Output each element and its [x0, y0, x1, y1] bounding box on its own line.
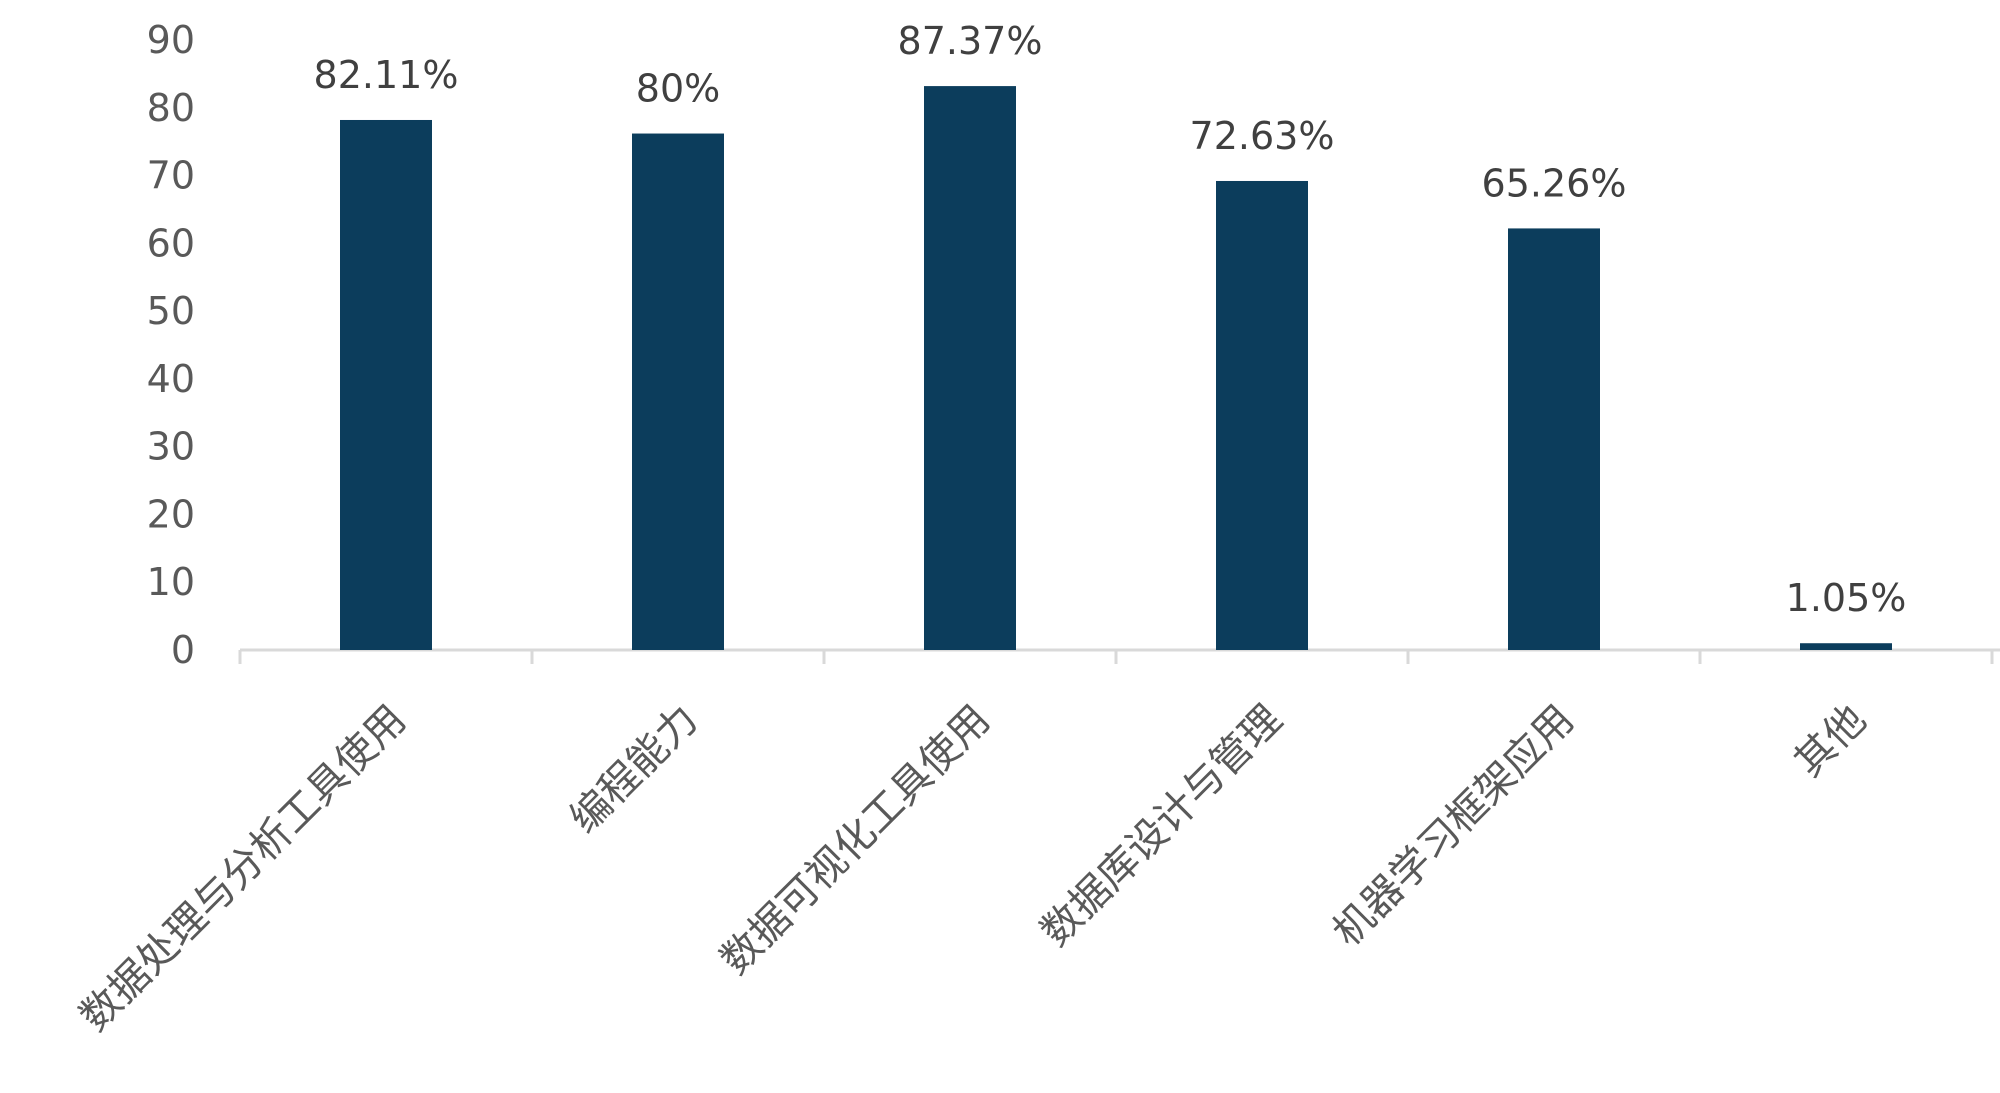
y-tick-label: 10 — [147, 560, 195, 604]
y-tick-label: 0 — [171, 628, 195, 672]
category-label: 数据库设计与管理 — [1032, 697, 1291, 956]
bar[interactable] — [1800, 643, 1892, 650]
y-tick-label: 20 — [147, 492, 195, 536]
bar[interactable] — [1216, 180, 1308, 650]
bar[interactable] — [924, 86, 1016, 651]
data-label: 80% — [636, 67, 720, 111]
data-label: 72.63% — [1190, 114, 1335, 158]
y-tick-label: 60 — [147, 221, 195, 265]
y-tick-label: 80 — [147, 86, 195, 130]
data-label: 1.05% — [1786, 576, 1907, 620]
bar[interactable] — [1508, 228, 1600, 650]
y-tick-label: 70 — [147, 154, 195, 198]
bar[interactable] — [632, 133, 724, 651]
data-label: 87.37% — [898, 19, 1043, 63]
data-label: 65.26% — [1482, 161, 1627, 205]
category-label: 数据处理与分析工具使用 — [71, 697, 415, 1041]
category-label: 编程能力 — [561, 697, 707, 843]
category-label: 其他 — [1786, 697, 1875, 786]
y-tick-label: 50 — [147, 289, 195, 333]
data-label: 82.11% — [314, 53, 459, 97]
category-label: 机器学习框架应用 — [1324, 697, 1583, 956]
bar[interactable] — [340, 119, 432, 650]
category-label: 数据可视化工具使用 — [712, 697, 999, 984]
y-tick-label: 40 — [147, 357, 195, 401]
y-tick-label: 30 — [147, 425, 195, 469]
y-tick-label: 90 — [147, 18, 195, 62]
